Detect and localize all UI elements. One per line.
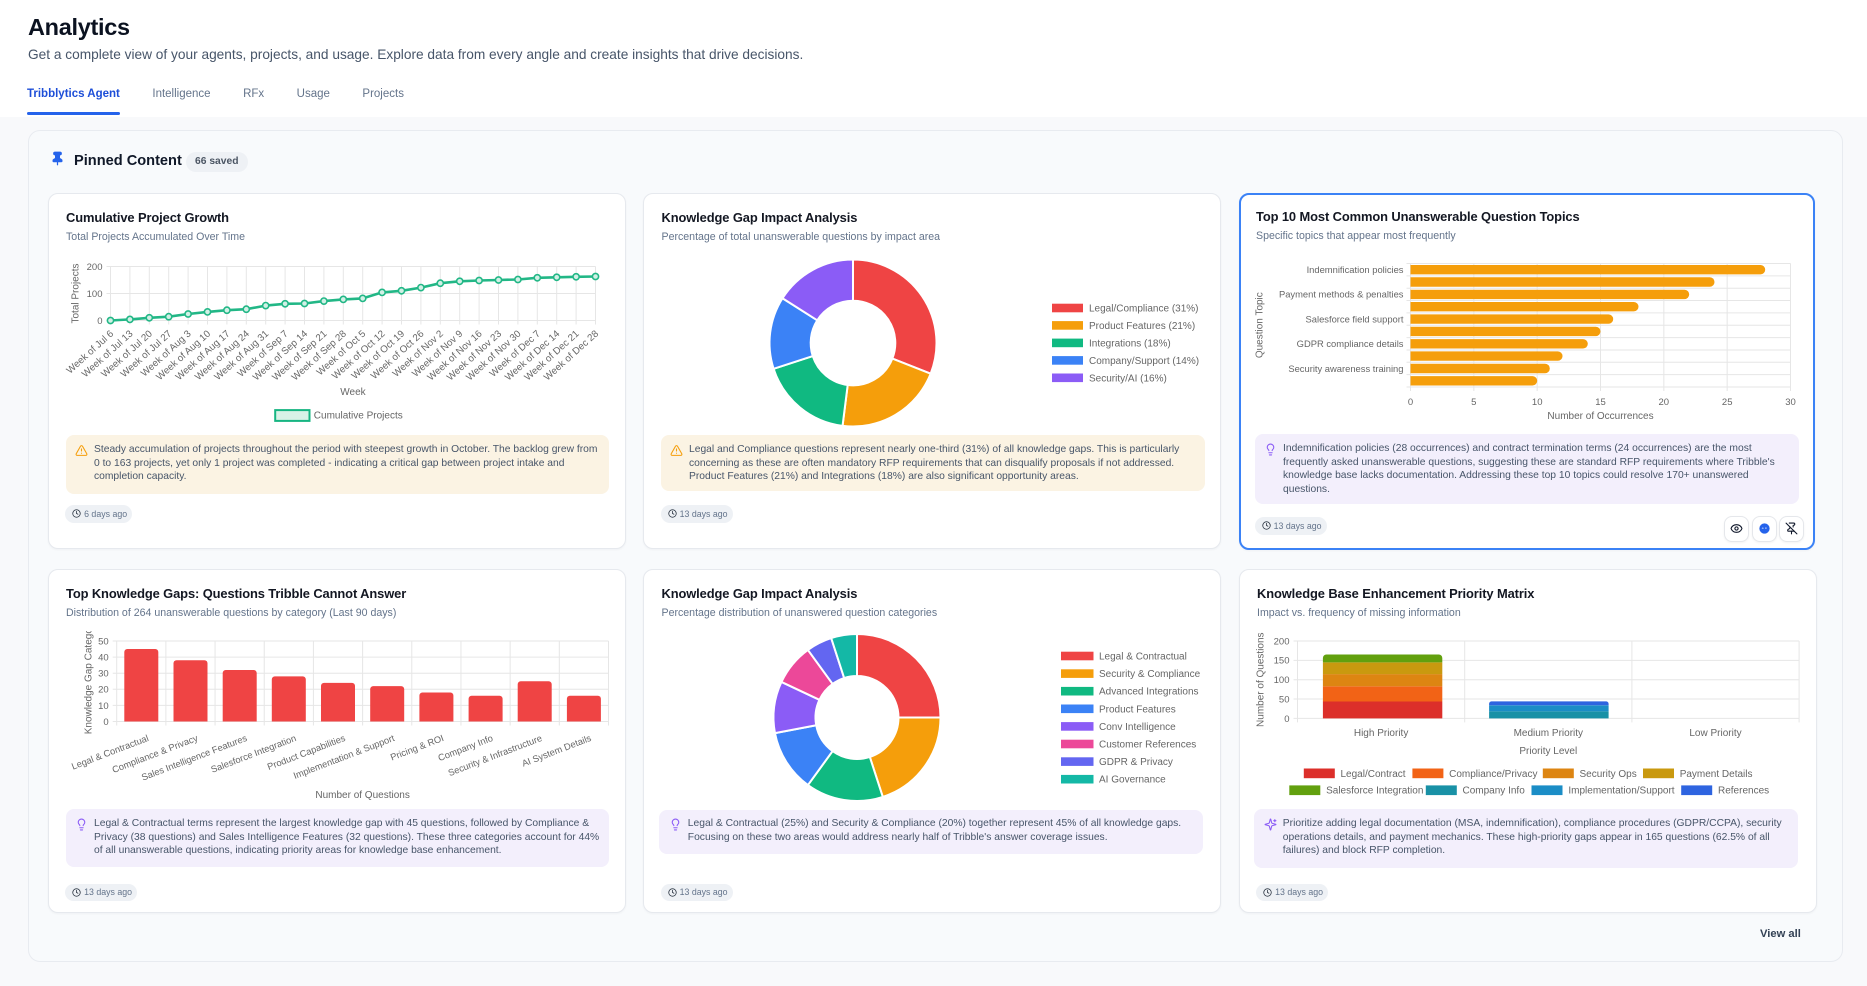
svg-text:Implementation/Support: Implementation/Support [1568,786,1674,797]
svg-text:Company Info: Company Info [1462,786,1525,797]
svg-text:0: 0 [103,717,108,728]
svg-text:Payment Details: Payment Details [1679,769,1752,780]
svg-text:Cumulative Projects: Cumulative Projects [313,411,402,422]
svg-text:Payment methods & penalties: Payment methods & penalties [1278,289,1403,300]
svg-text:0: 0 [1284,714,1289,725]
svg-text:Knowledge Gap Catego: Knowledge Gap Catego [83,631,94,734]
svg-text:Advanced Integrations: Advanced Integrations [1099,687,1199,698]
svg-text:100: 100 [86,289,102,300]
svg-text:GDPR & Privacy: GDPR & Privacy [1099,757,1173,768]
svg-text:40: 40 [98,653,109,664]
svg-text:Security Ops: Security Ops [1579,769,1636,780]
svg-text:Priority Level: Priority Level [1519,746,1577,757]
svg-text:50: 50 [98,636,109,647]
svg-text:Low Priority: Low Priority [1689,728,1741,739]
svg-text:0: 0 [1407,397,1412,408]
svg-text:Product Features (21%): Product Features (21%) [1089,321,1195,332]
svg-text:High Priority: High Priority [1353,728,1407,739]
svg-text:AI Governance: AI Governance [1099,775,1166,786]
svg-text:Product Features: Product Features [1099,704,1176,715]
svg-text:Legal/Contract: Legal/Contract [1340,769,1405,780]
svg-text:30: 30 [1785,397,1796,408]
svg-text:Conv Intelligence: Conv Intelligence [1099,722,1176,733]
svg-text:Salesforce field support: Salesforce field support [1305,313,1403,324]
svg-text:Number of Questions: Number of Questions [1255,632,1266,727]
svg-text:GDPR compliance details: GDPR compliance details [1296,338,1403,349]
svg-text:20: 20 [98,685,109,696]
svg-text:100: 100 [1273,675,1289,686]
svg-text:20: 20 [1658,397,1669,408]
svg-text:Integrations (18%): Integrations (18%) [1089,338,1171,349]
svg-text:Security/AI (16%): Security/AI (16%) [1089,373,1167,384]
svg-text:200: 200 [1273,636,1289,647]
svg-text:Customer References: Customer References [1099,740,1196,751]
svg-text:150: 150 [1273,656,1289,667]
svg-text:25: 25 [1721,397,1732,408]
svg-text:Legal/Compliance (31%): Legal/Compliance (31%) [1089,304,1199,315]
svg-text:Question Topic: Question Topic [1254,292,1265,358]
svg-text:15: 15 [1595,397,1606,408]
svg-text:10: 10 [1531,397,1542,408]
svg-text:Salesforce Integration: Salesforce Integration [209,733,297,775]
svg-text:Compliance/Privacy: Compliance/Privacy [1449,769,1537,780]
svg-text:5: 5 [1471,397,1476,408]
svg-text:200: 200 [86,262,102,273]
svg-text:Salesforce Integration: Salesforce Integration [1326,786,1423,797]
svg-text:Week: Week [340,387,366,398]
svg-text:References: References [1718,786,1769,797]
svg-text:0: 0 [97,316,102,327]
svg-text:50: 50 [1278,694,1289,705]
svg-text:Number of Questions: Number of Questions [315,790,410,801]
svg-text:Legal & Contractual: Legal & Contractual [1099,652,1187,663]
svg-text:Medium Priority: Medium Priority [1513,728,1582,739]
svg-text:Company/Support (14%): Company/Support (14%) [1089,356,1199,367]
svg-text:Total Projects: Total Projects [70,263,81,323]
svg-text:Number of Occurrences: Number of Occurrences [1547,411,1653,422]
svg-text:Indemnification policies: Indemnification policies [1306,264,1403,275]
svg-text:30: 30 [98,669,109,680]
svg-text:10: 10 [98,701,109,712]
svg-text:Pricing & ROI: Pricing & ROI [388,733,444,763]
svg-text:Security awareness training: Security awareness training [1288,363,1403,374]
svg-text:Security & Compliance: Security & Compliance [1099,669,1201,680]
